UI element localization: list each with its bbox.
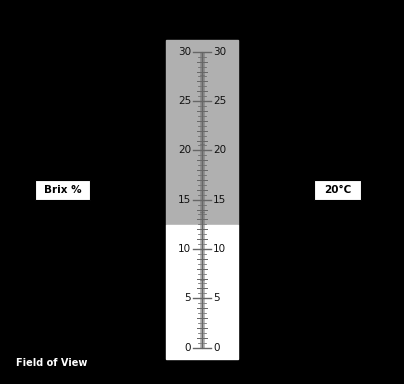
Text: 25: 25 xyxy=(178,96,191,106)
Text: 5: 5 xyxy=(185,293,191,303)
Text: 10: 10 xyxy=(178,244,191,254)
Text: Brix %: Brix % xyxy=(44,185,82,195)
Ellipse shape xyxy=(16,6,388,378)
Text: 30: 30 xyxy=(213,47,226,57)
Text: 15: 15 xyxy=(213,195,226,205)
Text: 20: 20 xyxy=(213,146,226,156)
Text: 15: 15 xyxy=(178,195,191,205)
Text: 10: 10 xyxy=(213,244,226,254)
FancyBboxPatch shape xyxy=(35,180,90,200)
Bar xyxy=(166,225,238,359)
FancyBboxPatch shape xyxy=(314,180,361,200)
Text: 20: 20 xyxy=(178,146,191,156)
Text: 25: 25 xyxy=(213,96,226,106)
Text: Field of View: Field of View xyxy=(16,358,88,368)
Text: 20°C: 20°C xyxy=(324,185,351,195)
Text: 0: 0 xyxy=(213,343,219,353)
Bar xyxy=(166,40,238,225)
Text: 0: 0 xyxy=(185,343,191,353)
Text: 5: 5 xyxy=(213,293,219,303)
Text: 30: 30 xyxy=(178,47,191,57)
